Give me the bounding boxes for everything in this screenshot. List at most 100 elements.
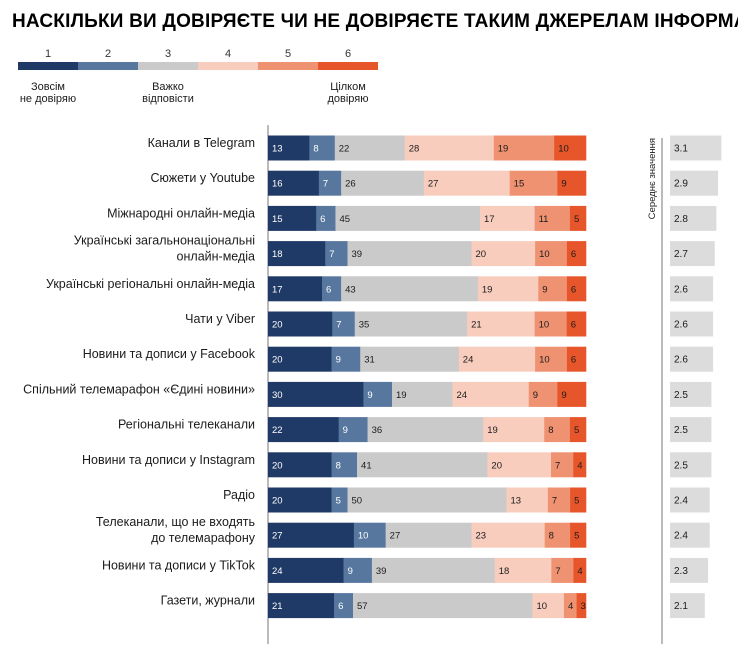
- bar-segment: [551, 452, 574, 478]
- bar-value-label: 9: [367, 390, 372, 401]
- bar-value-label: 11: [539, 214, 549, 225]
- bar-value-label: 7: [336, 320, 341, 331]
- bar-segment: [557, 170, 587, 196]
- legend-swatch-6: [318, 62, 378, 70]
- bar-segment: [554, 135, 587, 161]
- bar-value-label: 7: [323, 179, 328, 190]
- bar-value-label: 8: [336, 460, 341, 471]
- bar-value-label: 10: [558, 144, 569, 155]
- bar-value-label: 27: [272, 531, 283, 542]
- legend-number-1: 1: [45, 48, 51, 60]
- category-label: Новини та дописи у Facebook: [83, 347, 256, 361]
- mean-value-label: 2.5: [674, 425, 688, 436]
- legend-swatch-4: [198, 62, 258, 70]
- bar-value-label: 43: [345, 284, 356, 295]
- bar-segment: [360, 346, 460, 372]
- bar-value-label: 10: [539, 249, 550, 260]
- mean-value-label: 2.7: [674, 249, 688, 260]
- mean-value-label: 2.9: [674, 179, 688, 190]
- bar-segment: [331, 452, 358, 478]
- legend-label-high-line-2: довіряю: [327, 93, 368, 105]
- category-label: Спільний телемарафон «Єдині новини»: [23, 382, 255, 396]
- bar-value-label: 18: [272, 249, 283, 260]
- category-label: Канали в Telegram: [148, 136, 255, 150]
- category-label: Новини та дописи у TikTok: [102, 558, 256, 572]
- bar-segment: [483, 417, 545, 443]
- category-label-line: онлайн-медіа: [177, 250, 255, 264]
- bar-row: 17 6 43 19 9 6 Українські регіональні онлайн-м…: [46, 276, 587, 302]
- mean-value-label: 2.5: [674, 390, 688, 401]
- category-label: Чати у Viber: [185, 312, 255, 326]
- bar-value-label: 17: [272, 284, 283, 295]
- bar-segment: [385, 522, 472, 548]
- bar-segment: [338, 417, 368, 443]
- bar-segment: [570, 522, 587, 548]
- bar-value-label: 27: [428, 179, 439, 190]
- bar-segment: [354, 311, 468, 337]
- mean-value-label: 2.3: [674, 566, 688, 577]
- bar-row: 22 9 36 19 8 5 Регіональні телеканали: [118, 417, 587, 443]
- bar-segment: [347, 241, 472, 267]
- legend-number-3: 3: [165, 48, 171, 60]
- bar-value-label: 6: [571, 249, 576, 260]
- bar-value-label: 8: [313, 144, 318, 155]
- bar-segment: [573, 452, 587, 478]
- legend-label-mid-line-1: Важко: [152, 81, 184, 93]
- mean-value-label: 2.6: [674, 320, 688, 331]
- bar-segment: [268, 276, 323, 302]
- bar-segment: [532, 593, 565, 619]
- bar-segment: [392, 381, 453, 407]
- bar-segment: [528, 381, 558, 407]
- category-label: Українські регіональні онлайн-медіа: [46, 277, 255, 291]
- bar-segment: [467, 311, 535, 337]
- bar-segment: [569, 417, 587, 443]
- bar-value-label: 10: [539, 355, 550, 366]
- bar-segment: [535, 241, 568, 267]
- bar-segment: [268, 417, 339, 443]
- bar-row: 16 7 26 27 15 9 Сюжети у Youtube: [151, 170, 587, 196]
- bar-segment: [268, 170, 320, 196]
- bar-row: 27 10 27 23 8 5 Телеканали, що не входять до те…: [96, 515, 587, 548]
- bar-value-label: 24: [463, 355, 474, 366]
- bar-segment: [367, 417, 484, 443]
- bar-value-label: 30: [272, 390, 283, 401]
- bar-value-label: 20: [491, 460, 502, 471]
- bar-value-label: 27: [390, 531, 401, 542]
- bar-value-label: 16: [272, 179, 283, 190]
- bars: 13 8 22 28 19 10 Канали в Telegram 16 7 26 27 15 9 Сю…: [23, 125, 587, 644]
- mean-bar: [670, 417, 712, 443]
- bar-row: 24 9 39 18 7 4 Новини та дописи у TikTok: [102, 557, 587, 583]
- legend-number-4: 4: [225, 48, 231, 60]
- mean-bar: [670, 276, 714, 302]
- bar-value-label: 3: [581, 601, 586, 612]
- category-label-line: до телемарафону: [151, 531, 256, 545]
- bar-value-label: 6: [320, 214, 325, 225]
- category-label: Сюжети у Youtube: [151, 171, 256, 185]
- category-label-line: Українські загальнонаціональні: [74, 234, 255, 248]
- mean-bar: [670, 241, 715, 267]
- mean-bar: [670, 170, 719, 196]
- mean-bar: [670, 135, 722, 161]
- bar-segment: [563, 593, 577, 619]
- bar-value-label: 20: [476, 249, 487, 260]
- bar-segment: [357, 452, 488, 478]
- legend-swatch-1: [18, 62, 78, 70]
- mean-value-label: 2.6: [674, 355, 688, 366]
- bar-value-label: 31: [364, 355, 375, 366]
- bar-segment: [570, 487, 587, 513]
- bar-segment: [471, 522, 545, 548]
- bar-segment: [487, 452, 552, 478]
- bar-segment: [268, 381, 364, 407]
- mean-bar: [670, 522, 710, 548]
- legend-number-6: 6: [345, 48, 351, 60]
- bar-segment: [268, 593, 335, 619]
- bar-segment: [268, 522, 355, 548]
- legend-label-low-line-2: не довіряю: [20, 93, 76, 105]
- bar-value-label: 28: [409, 144, 420, 155]
- bar-value-label: 10: [539, 320, 550, 331]
- bar-segment: [268, 135, 310, 161]
- bar-value-label: 9: [542, 284, 547, 295]
- bar-value-label: 8: [548, 425, 553, 436]
- bar-value-label: 13: [511, 496, 522, 507]
